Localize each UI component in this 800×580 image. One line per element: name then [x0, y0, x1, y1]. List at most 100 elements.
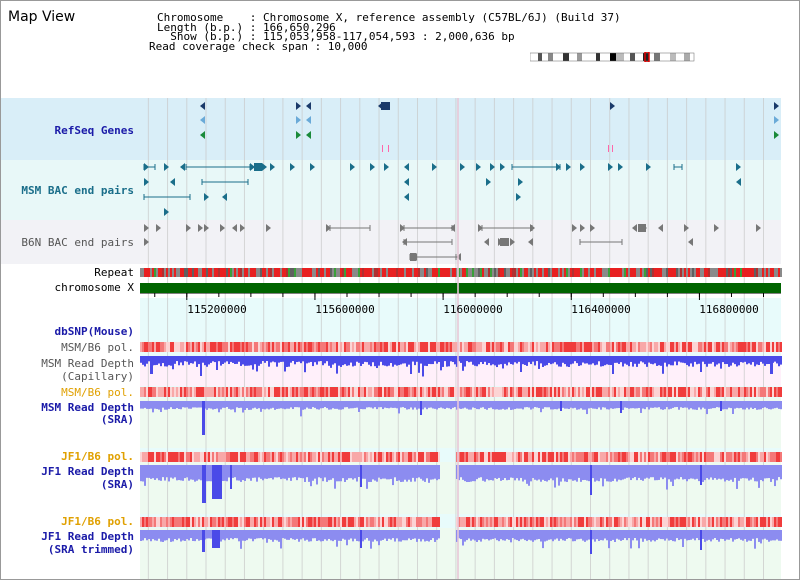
jf1-depth-trim-bar: [666, 530, 668, 539]
msm-b6-pol-1-cell: [410, 342, 412, 352]
repeat-segment: [374, 268, 376, 277]
msm-b6-pol-1-cell: [296, 342, 298, 352]
jf1-depth-sra-bar: [670, 465, 672, 482]
msm-b6-pol-1-cell: [502, 342, 504, 352]
jf1-depth-trim-bar: [780, 530, 782, 541]
jf1-b6-pol-1-cell: [486, 452, 488, 462]
ideogram-band: [643, 53, 649, 61]
msm-b6-pol-2-cell: [626, 387, 628, 397]
msm-depth-cap-bar: [752, 356, 754, 363]
jf1-b6-pol-2-cell: [772, 517, 774, 527]
msm-depth-cap-bar: [722, 356, 724, 363]
jf1-depth-sra-bar: [464, 465, 466, 482]
msm-depth-cap-bar: [316, 356, 318, 365]
jf1-b6-pol-1-cell: [690, 452, 692, 462]
jf1-depth-sra-bar: [236, 465, 238, 481]
refseq-gene: [306, 102, 311, 110]
msm-depth-cap-bar: [454, 356, 456, 365]
msm-depth-sra-bar: [696, 401, 698, 410]
jf1-depth-sra-bar: [698, 465, 700, 482]
jf1-depth-sra-bar: [348, 465, 350, 479]
repeat-segment: [228, 268, 230, 277]
jf1-b6-pol-2-cell: [490, 517, 492, 527]
jf1-depth-sra-bar: [186, 465, 188, 478]
msm-depth-sra-bar: [294, 401, 296, 408]
repeat-segment: [566, 268, 568, 277]
jf1-depth-sra-bar: [480, 465, 482, 478]
jf1-b6-pol-2-cell: [342, 517, 344, 527]
repeat-segment: [424, 268, 426, 277]
jf1-depth-sra-bar: [438, 465, 440, 480]
repeat-segment: [356, 268, 358, 277]
b6n-bac-end: [400, 224, 405, 232]
jf1-b6-pol-1-cell: [600, 452, 602, 462]
msm-b6-pol-2-cell: [558, 387, 560, 397]
jf1-depth-sra-bar: [728, 465, 730, 481]
msm-b6-pol-2-cell: [744, 387, 746, 397]
jf1-depth-trim-bar: [370, 530, 372, 549]
msm-depth-cap-bar: [552, 356, 554, 364]
msm-depth-cap-bar: [646, 356, 648, 367]
jf1-b6-pol-1-cell: [546, 452, 548, 462]
msm-b6-pol-1-cell: [354, 342, 356, 352]
jf1-depth-sra-bar: [592, 465, 594, 479]
repeat-segment: [652, 268, 654, 277]
msm-b6-pol-2-cell: [400, 387, 402, 397]
repeat-segment: [686, 268, 688, 277]
jf1-depth-sra-bar: [346, 465, 348, 480]
msm-depth-sra-bar: [532, 401, 534, 409]
dbsnp-label: dbSNP(Mouse): [54, 325, 134, 338]
jf1-b6-pol-1-cell: [260, 452, 262, 462]
jf1-depth-sra-bar: [200, 465, 202, 481]
msm-depth-cap-bar: [304, 356, 306, 373]
msm-depth-sra-bar: [606, 401, 608, 410]
msm-depth-cap-bar: [176, 356, 178, 362]
repeat-segment: [336, 268, 338, 277]
jf1-depth-sra-bar: [686, 465, 688, 482]
jf1-depth-trim-bar: [650, 530, 652, 542]
jf1-depth-sra-bar: [750, 465, 752, 480]
msm-b6-pol-2-cell: [442, 387, 444, 397]
msm-depth-sra-bar: [774, 401, 776, 409]
msm-depth-cap-bar: [296, 356, 298, 363]
msm-depth-cap-bar: [368, 356, 370, 365]
repeat-segment: [366, 268, 368, 277]
repeat-segment: [206, 268, 208, 277]
msm-depth-sra-bar: [514, 401, 516, 410]
msm-depth-cap-bar: [208, 356, 210, 365]
msm-b6-pol-1-cell: [306, 342, 308, 352]
chromosome-ideogram[interactable]: [530, 52, 695, 62]
jf1-depth-sra-bar: [608, 465, 610, 482]
jf1-depth-sra-bar: [562, 465, 564, 479]
msm-b6-pol-1-cell: [686, 342, 688, 352]
jf1-b6-pol-1-cell: [268, 452, 270, 462]
jf1-b6-pol-2-cell: [764, 517, 766, 527]
msm-depth-cap-bar: [194, 356, 196, 362]
jf1-depth-trim-bar: [684, 530, 686, 539]
msm-b6-pol-2-cell: [622, 387, 624, 397]
msm-depth-cap-bar: [370, 356, 372, 367]
msm-b6-pol-2-cell: [234, 387, 236, 397]
jf1-depth-sra-bar: [664, 465, 666, 478]
msm-b6-pol-1-cell: [780, 342, 782, 352]
jf1-depth-sra-bar: [384, 465, 386, 479]
jf1-depth-trim-bar: [486, 530, 488, 540]
msm-depth-sra-bar: [172, 401, 174, 410]
msm-b6-pol-2-cell: [152, 387, 154, 397]
msm-b6-pol-1-cell: [574, 342, 576, 352]
msm-depth-cap-bar: [580, 356, 582, 366]
jf1-b6-pol-2-cell: [304, 517, 306, 527]
jf1-depth-trim-bar: [466, 530, 468, 541]
jf1-depth-trim-bar: [240, 530, 242, 549]
jf1-depth-sra-bar: [662, 465, 664, 480]
repeat-segment: [548, 268, 550, 277]
jf1-depth-sra-bar: [770, 465, 772, 482]
ideogram-band: [654, 53, 660, 61]
jf1-b6-pol-2-cell: [540, 517, 542, 527]
repeat-segment: [270, 268, 272, 277]
msm-depth-sra-bar: [734, 401, 736, 409]
repeat-segment: [466, 268, 468, 277]
msm-depth-sra-bar: [546, 401, 548, 408]
repeat-segment: [758, 268, 760, 277]
